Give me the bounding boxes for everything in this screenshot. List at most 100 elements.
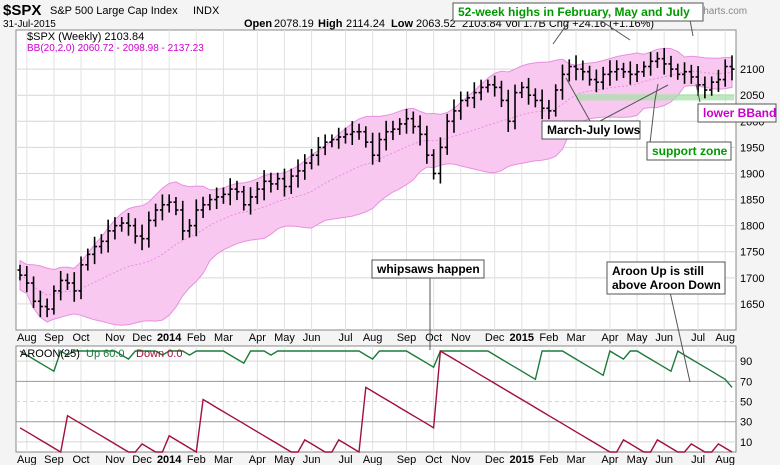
aroon-tick-label: 30	[740, 417, 752, 429]
month-tick-label: Apr	[601, 332, 618, 344]
price-bar	[505, 89, 511, 132]
month-axis-bottom: Aug Sep Oct Nov Dec 2014 Feb Mar Apr May Jun Jul Aug…	[17, 454, 735, 466]
price-bar	[498, 80, 504, 108]
lower-bband-callout: lower BBand	[703, 106, 776, 120]
low-label: Low	[391, 18, 413, 30]
month-tick-label-bottom: May	[274, 454, 295, 465]
price-bar	[634, 63, 640, 83]
aroon-callout-box	[606, 261, 726, 295]
month-tick-label-bottom: Mar	[567, 454, 586, 465]
price-bar	[580, 60, 586, 81]
month-tick-label: 2014	[157, 332, 182, 344]
month-tick-label-bottom: Jul	[338, 454, 352, 465]
annotation-arrows	[429, 19, 701, 383]
arrow-lower-bband	[695, 83, 701, 103]
month-tick-label: Sep	[397, 332, 417, 344]
price-bar	[37, 290, 43, 318]
price-bar	[648, 52, 654, 76]
price-tick-label: 1900	[740, 168, 764, 180]
month-tick-label: Oct	[72, 332, 89, 344]
price-bar	[119, 217, 125, 232]
aroon-legend-down: Down 0.0	[136, 348, 182, 360]
price-bar	[261, 170, 267, 201]
symbol-label: $SPX	[3, 2, 41, 19]
price-bar	[682, 62, 688, 84]
price-bar	[539, 89, 545, 120]
lower-bband-callout-box	[697, 103, 777, 123]
price-bar	[248, 187, 254, 215]
month-axis: Aug Sep Oct Nov Dec 2014 Feb Mar Apr May Jun Jul Aug…	[17, 332, 735, 344]
low-value: 2063.52	[416, 18, 456, 30]
price-bar	[424, 125, 430, 164]
exchange-label: INDX	[193, 5, 220, 17]
month-tick-label-bottom: Oct	[425, 454, 442, 465]
price-bar	[64, 273, 70, 290]
month-tick-label-bottom: Jun	[303, 454, 321, 465]
price-bar	[288, 168, 294, 194]
price-bars	[17, 48, 735, 318]
price-bar	[254, 181, 260, 205]
arrow-low-mar	[565, 77, 591, 122]
month-tick-label: Apr	[249, 332, 266, 344]
price-bar	[214, 187, 220, 210]
price-bar	[431, 149, 437, 180]
month-tick-label: Nov	[105, 332, 125, 344]
month-tick-label: Sep	[44, 332, 64, 344]
price-bar	[485, 79, 491, 93]
price-tick-label: 1650	[740, 299, 764, 311]
arrow-high-may	[599, 19, 631, 41]
price-bar	[71, 272, 77, 302]
price-bar	[627, 61, 633, 85]
month-tick-label: Feb	[539, 332, 558, 344]
price-bar	[44, 298, 50, 318]
price-bar	[668, 55, 674, 78]
month-tick-label-bottom: Jun	[655, 454, 673, 465]
price-bar	[559, 64, 565, 100]
month-tick-label: Dec	[132, 332, 152, 344]
bollinger-middle-line	[19, 70, 733, 296]
aroon-up-line	[19, 349, 733, 388]
price-bar	[227, 178, 233, 206]
price-bar	[722, 59, 728, 87]
price-bar	[600, 66, 606, 90]
price-tick-label: 2100	[740, 64, 764, 76]
price-bar	[404, 108, 410, 134]
watermark: Charts.com	[696, 6, 747, 17]
price-bar	[532, 88, 538, 108]
month-tick-label: Oct	[425, 332, 442, 344]
month-tick-label-bottom: Apr	[601, 454, 618, 465]
aroon-panel-frame	[15, 345, 737, 453]
month-tick-label: Aug	[363, 332, 383, 344]
price-bar	[146, 211, 152, 248]
month-tick-label-bottom: Sep	[44, 454, 64, 465]
arrow-aroon	[669, 291, 691, 383]
price-y-axis: 1650170017501800185019001950200020502100	[740, 64, 764, 311]
highs-callout: 52-week highs in February, May and July	[458, 5, 690, 19]
index-name: S&P 500 Large Cap Index	[50, 5, 178, 17]
price-bar	[153, 203, 159, 227]
month-tick-label: Jul	[691, 332, 705, 344]
price-bar	[729, 55, 735, 81]
month-tick-label-bottom: Nov	[105, 454, 125, 465]
bb-legend: BB(20,2.0) 2060.72 - 2098.98 - 2137.23	[27, 43, 204, 54]
arrow-support	[649, 83, 659, 144]
price-bar	[85, 248, 91, 271]
price-bar	[329, 134, 335, 148]
price-bar	[587, 65, 593, 86]
price-bar	[370, 132, 376, 165]
month-tick-label-bottom: Oct	[72, 454, 89, 465]
price-bar	[193, 199, 199, 237]
price-bar	[715, 69, 721, 92]
aroon-tick-label: 70	[740, 376, 752, 388]
price-bar	[220, 187, 226, 204]
price-bar	[593, 69, 599, 93]
aroon-legend-name: AROON(25)	[20, 348, 80, 360]
aroon-tick-label: 50	[740, 397, 752, 409]
month-tick-label-bottom: 2014	[157, 454, 182, 465]
price-tick-label: 1950	[740, 142, 764, 154]
price-bar	[180, 200, 186, 241]
price-bar	[166, 194, 172, 213]
price-bar	[695, 66, 701, 96]
